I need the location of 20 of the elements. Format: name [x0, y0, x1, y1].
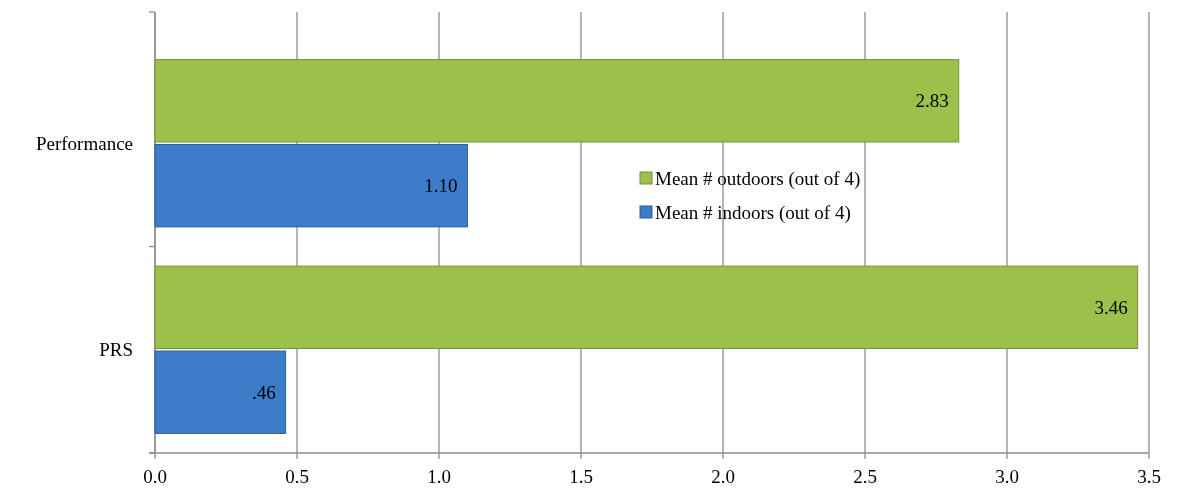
bar — [154, 59, 960, 143]
x-tick-label: 2.5 — [853, 466, 877, 487]
legend-label: Mean # indoors (out of 4) — [655, 201, 851, 224]
y-tick-label: PRS — [99, 339, 133, 361]
x-tick-label: 1.5 — [569, 466, 593, 487]
x-tick-label: 2.0 — [711, 466, 735, 487]
data-label: 2.83 — [915, 90, 949, 112]
bar — [154, 144, 468, 228]
x-tick-label: 1.0 — [427, 466, 451, 487]
x-tick-label: 0.5 — [285, 466, 309, 487]
legend-label: Mean # outdoors (out of 4) — [655, 167, 861, 190]
bar — [154, 265, 1139, 349]
x-tick-label: 3.5 — [1137, 466, 1161, 487]
data-label: 3.46 — [1094, 296, 1128, 318]
x-tick-label: 0.0 — [143, 466, 167, 487]
data-label: 1.10 — [424, 175, 458, 197]
y-tick-label: Performance — [35, 132, 133, 154]
data-label: .46 — [251, 381, 276, 403]
bar — [154, 350, 287, 434]
x-tick-label: 3.0 — [995, 466, 1019, 487]
